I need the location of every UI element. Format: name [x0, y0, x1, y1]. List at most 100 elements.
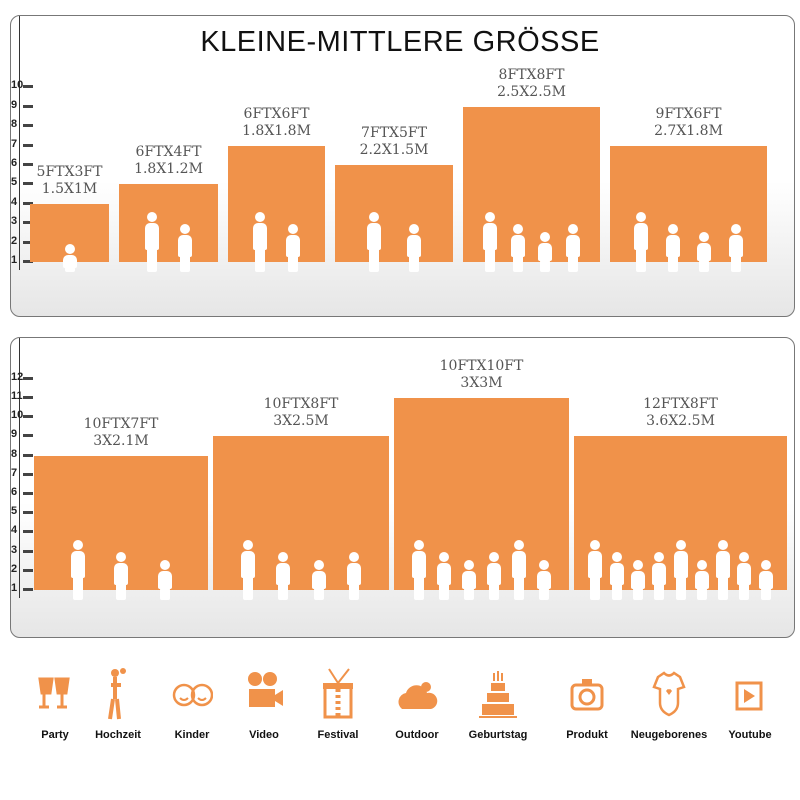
ruler-tick: 2: [11, 562, 33, 575]
ruler-label: 6: [11, 157, 18, 169]
ruler-mark: [23, 143, 33, 147]
person-head: [636, 212, 647, 222]
person-body: [437, 563, 451, 585]
ruler-tick: 4: [11, 524, 33, 537]
person-body: [157, 571, 172, 589]
person-body: [346, 563, 361, 585]
size-feet: 10FTX8FT: [263, 396, 339, 413]
person-silhouette: [177, 224, 193, 272]
person-silhouette: [366, 212, 382, 272]
person-head: [611, 552, 622, 562]
person-legs: [675, 576, 686, 600]
size-feet: 7FTX5FT: [361, 125, 427, 141]
ruler-tick: 4: [11, 196, 33, 208]
play-button-icon: [735, 681, 763, 711]
person-silhouette: [311, 560, 327, 600]
person-legs: [539, 587, 549, 600]
person-silhouette: [436, 552, 452, 600]
ruler-label: 3: [11, 215, 18, 228]
size-feet: 10FTX7FT: [83, 415, 159, 432]
person-body: [737, 563, 752, 585]
baby-bodysuit-icon: [652, 671, 686, 717]
person-body: [412, 551, 426, 578]
person-body: [609, 563, 624, 585]
person-legs: [255, 248, 266, 272]
person-body: [758, 571, 773, 589]
person-silhouette: [62, 244, 78, 272]
person-legs: [72, 576, 83, 600]
ruler-mark: [23, 396, 33, 399]
size-feet: 6FTX6FT: [243, 105, 310, 122]
ruler-label: 6: [11, 486, 18, 498]
ruler-label: 2: [11, 562, 18, 575]
size-box: [119, 184, 218, 262]
kids-faces-icon: [172, 683, 213, 707]
usage-item: Kinder: [152, 665, 232, 741]
size-meters: 1.8X1.2M: [134, 161, 203, 178]
person-body: [241, 551, 256, 578]
ruler-tick: 5: [11, 505, 33, 518]
person-head: [739, 552, 750, 562]
ruler-mark: [23, 511, 33, 515]
person-body: [483, 223, 498, 250]
size-label: 7FTX5FT 2.2X1.5M: [360, 125, 429, 159]
person-silhouette: [536, 560, 552, 600]
size-label: 6FTX4FT 1.8X1.2M: [134, 144, 203, 178]
person-head: [696, 560, 707, 570]
person-silhouette: [406, 224, 422, 272]
person-head: [414, 540, 424, 550]
person-silhouette: [694, 560, 710, 600]
usage-item: Festival: [298, 665, 378, 741]
person-legs: [414, 576, 424, 600]
size-label: 8FTX8FT 2.5X2.5M: [497, 67, 566, 101]
person-silhouette: [275, 552, 291, 600]
ruler-mark: [23, 85, 33, 89]
size-label: 10FTX8FT 3X2.5M: [264, 396, 339, 430]
usage-item: Produkt: [547, 665, 627, 741]
size-feet: 6FTX4FT: [135, 144, 202, 161]
person-body: [276, 563, 291, 585]
person-body: [588, 551, 603, 578]
ruler-mark: [23, 182, 33, 186]
ruler-tick: 5: [11, 176, 33, 188]
size-feet: 5FTX3FT: [36, 163, 103, 180]
usage-label: Hochzeit: [95, 729, 141, 741]
ruler-label: 4: [11, 524, 18, 537]
person-silhouette: [587, 540, 603, 600]
size-feet: 10FTX10FT: [439, 358, 524, 374]
person-silhouette: [285, 224, 301, 272]
person-legs: [147, 248, 157, 272]
ruler-label: 9: [11, 428, 18, 441]
person-silhouette: [510, 224, 526, 272]
person-silhouette: [728, 224, 744, 272]
person-legs: [739, 583, 750, 600]
person-head: [667, 224, 678, 234]
ruler-mark: [23, 492, 33, 495]
cloud-icon: [398, 682, 438, 709]
ruler-line: [19, 16, 20, 270]
person-head: [159, 560, 170, 570]
ruler-tick: 8: [11, 118, 33, 130]
person-head: [439, 552, 449, 562]
size-meters: 1.8X1.8M: [242, 122, 311, 139]
wedding-couple-icon: [108, 668, 126, 720]
person-body: [62, 255, 77, 268]
person-silhouette: [651, 552, 667, 600]
person-head: [514, 540, 524, 550]
person-head: [760, 560, 771, 570]
ruler-mark: [23, 434, 33, 438]
person-silhouette: [240, 540, 256, 600]
ruler-mark: [23, 588, 33, 591]
ruler-label: 7: [11, 466, 18, 479]
ruler-tick: 6: [11, 486, 33, 498]
ruler-label: 5: [11, 505, 18, 518]
person-silhouette: [758, 560, 774, 600]
person-legs: [718, 576, 729, 600]
ruler-mark: [23, 568, 33, 572]
person-legs: [567, 255, 578, 272]
person-head: [567, 224, 578, 234]
person-body: [716, 551, 731, 578]
ruler-mark: [23, 530, 33, 534]
person-body: [70, 551, 85, 578]
ruler-mark: [23, 124, 33, 128]
